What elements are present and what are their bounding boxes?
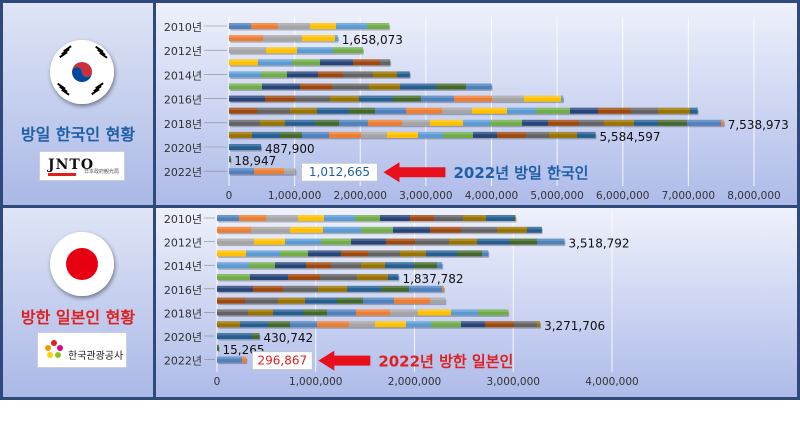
callout-arrow-icon: [318, 350, 371, 371]
bar-2020년: [229, 144, 263, 152]
data-label: 7,538,973: [728, 118, 789, 132]
jnto-logo-subtitle: 日本政府観光局: [84, 169, 120, 175]
jnto-logo-text: JNTO: [48, 157, 95, 173]
x-tick-label: 0: [214, 376, 221, 388]
bar-2012년: [229, 47, 364, 55]
panel-divider-horizontal: [3, 205, 797, 208]
bar-2010년: [217, 215, 517, 223]
kto-logo-text: 한국관광공사: [68, 351, 124, 362]
bar-2010년: [229, 23, 391, 31]
bar-2018년: [229, 119, 725, 128]
bar-2017년: [217, 297, 447, 306]
bar-2019년: [217, 321, 542, 329]
bar-2013년: [217, 250, 490, 258]
x-tick-label: 1,000,000: [268, 190, 321, 202]
bar-2022년: [217, 356, 248, 365]
y-tick-label: 2012년: [164, 237, 202, 250]
bar-2013년: [229, 59, 392, 67]
japan-flag-icon: [50, 232, 114, 296]
y-tick-label: 2016년: [164, 94, 202, 107]
bar-2011년: [229, 35, 339, 43]
bar-2014년: [217, 262, 444, 270]
highlight-value-label: 296,867: [258, 354, 308, 368]
bar-2016년: [217, 285, 445, 294]
x-tick-label: 5,000,000: [530, 190, 583, 202]
korea-chart-panel: 2010년 2012년 2014년 2016년 2018년 2020년 2022년 0 1,00…: [156, 3, 797, 205]
panel-divider-vertical: [153, 3, 156, 397]
x-tick-label: 7,000,000: [662, 190, 715, 202]
y-tick-label: 2010년: [164, 213, 202, 226]
y-tick-label: 2014년: [164, 69, 202, 82]
y-tick-label: 2022년: [164, 355, 202, 368]
x-tick-label: 4,000,000: [465, 190, 518, 202]
y-tick-label: 2014년: [164, 260, 202, 273]
y-tick-label: 2010년: [164, 21, 202, 34]
highlight-value-box: [251, 351, 313, 371]
data-label: 1,658,073: [342, 33, 403, 47]
japan-panel-title: 방한 일본인 현황: [20, 308, 136, 327]
callout-text: 2022년 방한 일본인: [378, 353, 513, 371]
y-tick-label: 2020년: [164, 331, 202, 344]
bar-2015년: [217, 274, 400, 282]
bar-2020년: [217, 333, 261, 341]
kto-logo-mark-icon: [43, 339, 65, 361]
data-label: 3,518,792: [568, 237, 629, 251]
callout-arrow-icon: [383, 162, 446, 183]
x-tick-label: 6,000,000: [596, 190, 649, 202]
jnto-logo-bar: [48, 173, 76, 176]
x-tick-label: 3,000,000: [399, 190, 452, 202]
japan-visitors-bar-chart: 2010년 2012년 2014년 2016년 2018년 2020년 2022년 0 1,00…: [164, 210, 639, 388]
highlight-value-label: 1,012,665: [309, 165, 370, 179]
kto-logo: 한국관광공사: [37, 332, 127, 368]
x-tick-label: 8,000,000: [727, 190, 780, 202]
y-tick-label: 2020년: [164, 142, 202, 155]
x-tick-label: 2,000,000: [334, 190, 387, 202]
bar-2019년: [229, 131, 597, 140]
bar-2022년: [229, 168, 297, 176]
korea-panel-title: 방일 한국인 현황: [20, 125, 136, 144]
data-label: 5,584,597: [599, 130, 660, 144]
x-tick-label: 1,000,000: [289, 376, 342, 388]
japan-chart-panel: 2010년 2012년 2014년 2016년 2018년 2020년 2022년 0 1,00…: [156, 208, 797, 397]
bar-2011년: [217, 226, 543, 235]
x-tick-label: 2,000,000: [388, 376, 441, 388]
infographic-frame: [0, 0, 800, 400]
bar-2016년: [229, 95, 565, 104]
y-tick-label: 2018년: [164, 307, 202, 320]
x-tick-label: 4,000,000: [585, 376, 638, 388]
bar-2018년: [217, 309, 510, 317]
data-label: 487,900: [265, 142, 315, 156]
y-tick-label: 2022년: [164, 166, 202, 179]
data-label: 430,742: [264, 331, 314, 345]
y-tick-label: 2016년: [164, 284, 202, 297]
south-korea-flag-icon: [50, 40, 114, 104]
y-tick-label: 2012년: [164, 45, 202, 58]
bar-2021년: [229, 156, 232, 164]
jnto-logo: JNTO 日本政府観光局: [39, 151, 125, 181]
japan-side-panel: 방한 일본인 현황 한국관광공사: [3, 208, 153, 397]
bar-2014년: [229, 71, 411, 79]
x-tick-label: 0: [226, 190, 233, 202]
data-label: 18,947: [234, 154, 276, 168]
y-tick-label: 2018년: [164, 118, 202, 131]
highlight-value-box: [300, 162, 378, 182]
bar-2017년: [229, 107, 699, 116]
bar-2015년: [229, 83, 493, 91]
callout-text: 2022년 방일 한국인: [453, 164, 588, 182]
x-tick-label: 3,000,000: [487, 376, 540, 388]
korea-side-panel: 방일 한국인 현황 JNTO 日本政府観光局: [3, 3, 153, 205]
korea-visitors-bar-chart: 2010년 2012년 2014년 2016년 2018년 2020년 2022년 0 1,00…: [164, 17, 789, 202]
data-label: 1,837,782: [402, 272, 463, 286]
bar-2021년: [217, 344, 220, 353]
data-label: 3,271,706: [544, 319, 605, 333]
bar-2012년: [217, 238, 566, 247]
